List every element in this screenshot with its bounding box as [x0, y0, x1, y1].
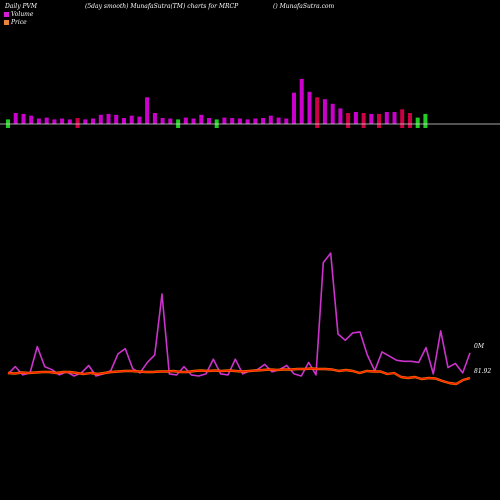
volume-bar-down [423, 124, 428, 128]
volume-bar [384, 112, 389, 124]
volume-bar-down [408, 124, 412, 128]
volume-bar-down [315, 124, 320, 128]
legend-price-label: Price [11, 19, 27, 26]
volume-bar [230, 118, 235, 124]
volume-bar [392, 112, 397, 124]
volume-bar [13, 113, 18, 124]
volume-bar [152, 113, 157, 124]
volume-bar [98, 114, 103, 124]
volume-bar [168, 118, 173, 124]
volume-bar [322, 99, 327, 124]
legend-price-swatch [4, 20, 9, 25]
volume-bar-down [214, 124, 219, 128]
volume-bar [214, 119, 219, 124]
volume-bar [176, 119, 181, 124]
volume-bar [408, 113, 412, 124]
line-series [7, 252, 471, 386]
volume-bar-down [415, 124, 420, 128]
volume-bar [44, 117, 49, 124]
volume-bar [361, 113, 366, 124]
volume-bar [6, 119, 10, 124]
volume-bar [346, 113, 351, 124]
volume-bar [83, 119, 88, 124]
volume-bar-down [361, 124, 366, 128]
volume-bar [67, 119, 72, 124]
volume-bar [377, 113, 381, 124]
volume-bar [160, 118, 165, 124]
volume-bar-down [346, 124, 351, 128]
header-left: Daily PVM [5, 3, 38, 10]
volume-bar [145, 97, 150, 124]
volume-bar-down [377, 124, 381, 128]
volume-bar [315, 97, 320, 124]
legend-volume: Volume [4, 11, 33, 18]
legend-price: Price [4, 19, 27, 26]
volume-bars [6, 78, 428, 128]
volume-bar [191, 118, 196, 124]
volume-bar [245, 119, 250, 124]
volume-bar [330, 103, 335, 124]
legend-volume-swatch [4, 12, 9, 17]
volume-bar [29, 115, 34, 124]
volume-bar [400, 109, 405, 124]
volume-bar [183, 117, 188, 124]
volume-bar-down [400, 124, 405, 128]
legend-volume-label: Volume [11, 11, 34, 18]
volume-bar [137, 116, 142, 124]
volume-bar [21, 113, 26, 124]
volume-line [7, 252, 471, 377]
volume-bar [268, 115, 273, 124]
volume-bar [199, 114, 204, 124]
volume-bar [207, 118, 211, 124]
volume-bar [415, 117, 420, 124]
volume-bar [52, 119, 57, 124]
volume-bar [36, 118, 41, 124]
volume-bar-down [6, 124, 10, 128]
volume-axis-label: 0M [474, 343, 484, 350]
volume-bar [253, 118, 258, 124]
volume-bar [106, 113, 111, 124]
volume-bar [75, 118, 80, 124]
price-axis-label: 81.92 [474, 368, 492, 375]
price-line [7, 367, 471, 385]
volume-bar [261, 118, 266, 124]
volume-bar [276, 117, 281, 124]
volume-bar [237, 118, 242, 124]
volume-bar [60, 118, 65, 124]
volume-bar [338, 108, 343, 124]
header-right: () MunafaSutra.com [273, 3, 335, 10]
volume-bar [222, 117, 227, 124]
volume-bar [114, 114, 119, 124]
volume-bar-down [75, 124, 80, 128]
volume-bar [129, 115, 134, 124]
volume-bar [353, 112, 358, 124]
volume-bar [122, 118, 126, 124]
volume-bar-down [176, 124, 181, 128]
volume-bar [307, 91, 312, 124]
volume-bar [369, 113, 374, 124]
volume-bar [299, 78, 304, 124]
volume-bar [284, 118, 289, 124]
header-center: (5day smooth) MunafaSutra(TM) charts for… [85, 3, 239, 10]
volume-bar [292, 92, 296, 124]
volume-bar [91, 118, 95, 124]
volume-bar [423, 113, 428, 124]
